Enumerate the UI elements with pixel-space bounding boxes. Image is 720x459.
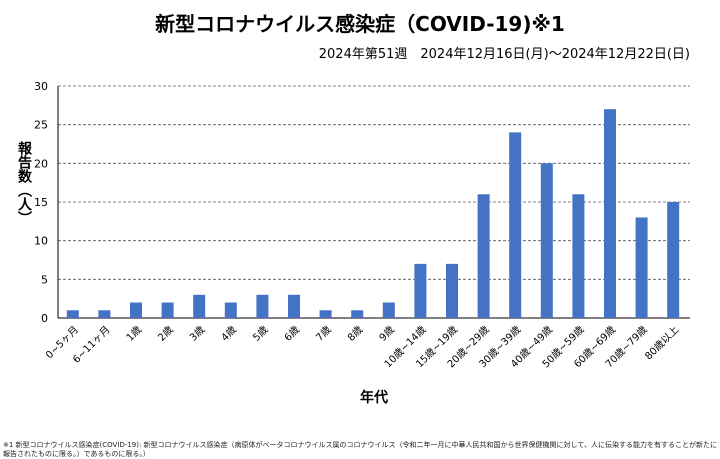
- bar: [446, 263, 458, 318]
- bar: [477, 194, 490, 318]
- y-tick-label: 25: [34, 119, 48, 132]
- bar: [256, 294, 269, 318]
- x-tick-label: 3歳: [187, 324, 207, 344]
- bar: [193, 294, 206, 318]
- bar: [66, 310, 79, 318]
- x-tick-label: 7歳: [314, 324, 334, 344]
- bar: [98, 310, 111, 318]
- x-tick-label: 6歳: [282, 324, 302, 344]
- y-tick-label: 15: [34, 196, 48, 209]
- x-tick-label: 9歳: [377, 324, 397, 344]
- bar: [351, 310, 364, 318]
- bar: [414, 263, 427, 318]
- bar: [319, 310, 332, 318]
- chart-subtitle: 2024年第51週 2024年12月16日(月)～2024年12月22日(日): [318, 47, 690, 62]
- y-tick-label: 20: [34, 157, 48, 170]
- footnote: ※1 新型コロナウイルス感染症(COVID-19): 新型コロナウイルス感染症（…: [3, 441, 717, 458]
- x-tick-label: 1歳: [124, 324, 144, 344]
- bar: [224, 302, 237, 318]
- bar: [604, 109, 616, 318]
- y-tick-label: 30: [34, 80, 48, 93]
- y-axis-label: 報告数（人）: [16, 140, 33, 225]
- bar: [540, 163, 553, 318]
- y-tick-label: 5: [41, 273, 48, 286]
- x-tick-label: 8歳: [345, 324, 365, 344]
- x-tick-label: 5歳: [250, 324, 270, 344]
- bar: [667, 202, 680, 318]
- bar: [572, 194, 585, 318]
- y-tick-label: 0: [41, 312, 48, 325]
- bar: [382, 302, 395, 318]
- bar: [509, 132, 522, 318]
- x-tick-label: 2歳: [156, 324, 176, 344]
- chart-title: 新型コロナウイルス感染症（COVID-19)※1: [155, 12, 565, 36]
- bar: [288, 294, 300, 318]
- bar: [130, 302, 142, 318]
- y-tick-label: 10: [34, 235, 48, 248]
- x-axis-label: 年代: [360, 389, 388, 406]
- x-tick-label: 4歳: [219, 324, 239, 344]
- bar: [635, 217, 648, 318]
- x-tick-label: 80歳以上: [643, 324, 682, 363]
- bar: [161, 302, 174, 318]
